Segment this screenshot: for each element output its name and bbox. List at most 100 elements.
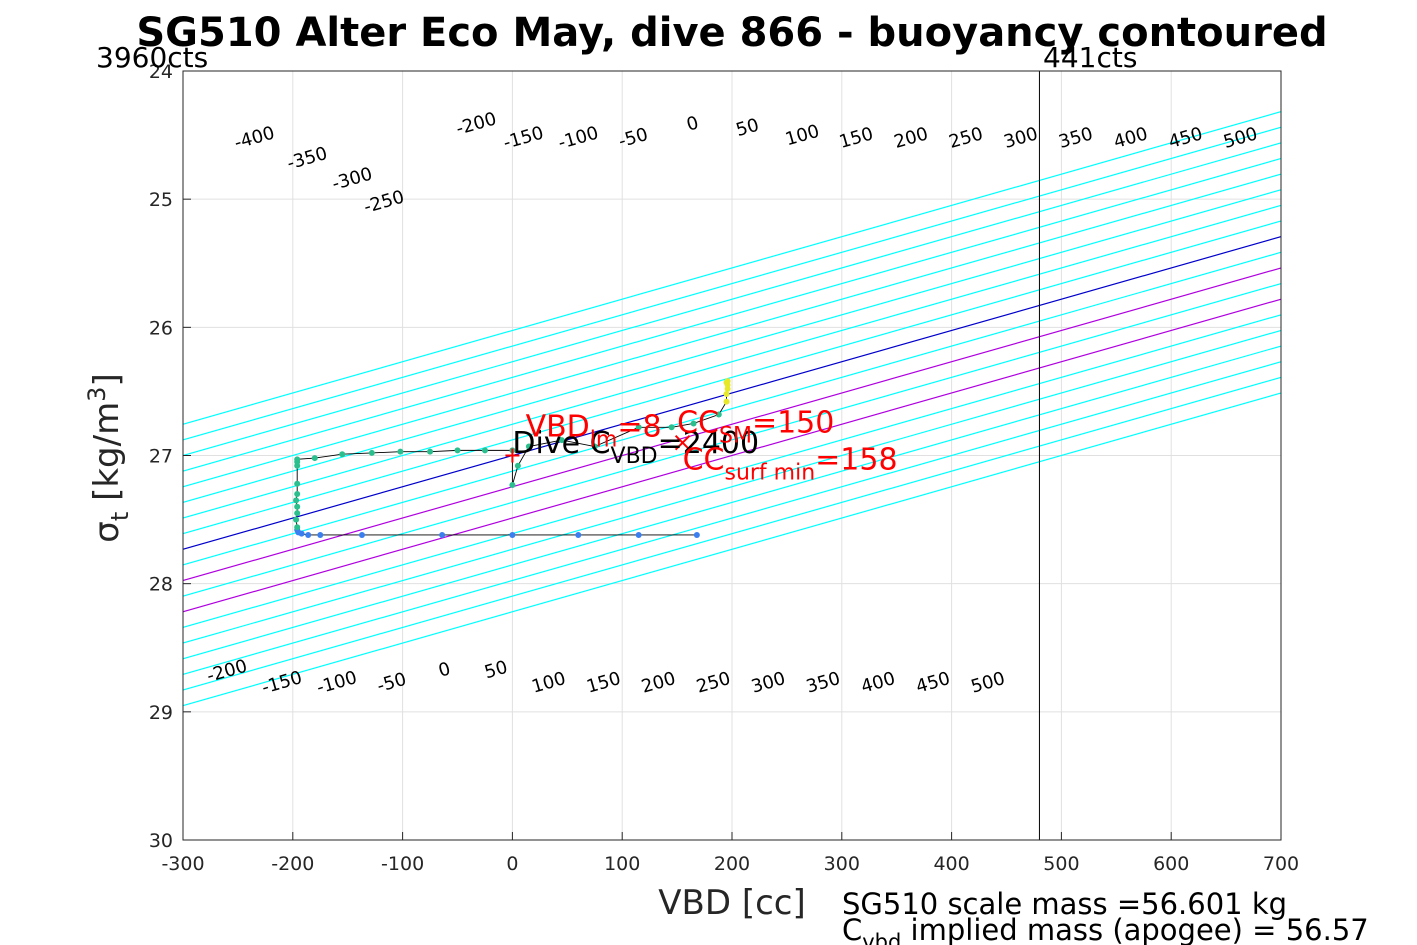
data-point xyxy=(305,531,312,538)
dive-c-vbd-prefix: Dive C xyxy=(512,426,610,461)
dive-c-vbd-suffix: =2400 xyxy=(658,426,759,461)
contour-line xyxy=(183,361,1281,675)
dive-trajectory xyxy=(293,378,731,538)
x-axis-ticks: -300 -200 -100 0 100 200 300 400 500 600 700 xyxy=(161,832,1299,875)
contour-line xyxy=(183,282,1281,597)
contour-line xyxy=(183,189,1281,504)
red-x-marker xyxy=(674,434,691,451)
data-point xyxy=(514,462,521,469)
data-point xyxy=(294,524,301,531)
left-counts-label: 3960cts xyxy=(96,41,208,74)
y-tick-label: 25 xyxy=(149,189,173,211)
buoyancy-contours xyxy=(183,111,1281,707)
y-tick-label: 29 xyxy=(149,702,173,724)
x-tick-label: 0 xyxy=(506,853,518,875)
data-point xyxy=(339,451,346,458)
contour-label-group: 0 xyxy=(436,658,453,681)
data-point xyxy=(591,443,598,450)
y-tick-label: 27 xyxy=(149,446,173,468)
annotations: Dive CVBD=2400 VBDlm=8 CCSM=150 CCsurf m… xyxy=(512,405,897,485)
cc-surf-min-suffix: =158 xyxy=(815,443,897,478)
contour-line xyxy=(183,173,1281,488)
y-axis-ticks: 24 25 26 27 28 29 30 xyxy=(149,61,191,852)
data-point xyxy=(635,531,642,538)
y-axis-label-sigma: σ xyxy=(87,521,127,543)
x-tick-label: 700 xyxy=(1263,853,1299,875)
dive-c-vbd-annotation: Dive CVBD=2400 xyxy=(512,426,759,469)
data-point xyxy=(575,531,582,538)
contour-label: 0 xyxy=(684,112,701,135)
contour-line xyxy=(183,126,1281,441)
data-point xyxy=(293,516,300,523)
x-axis-label: VBD [cc] xyxy=(658,883,806,923)
y-tick-label: 28 xyxy=(149,574,173,596)
contour-line xyxy=(183,329,1281,644)
data-point xyxy=(481,447,488,454)
y-tick-label: 30 xyxy=(149,830,173,852)
contour-line xyxy=(183,251,1281,566)
data-point xyxy=(693,531,700,538)
cc-surf-min-sub: surf min xyxy=(724,461,815,486)
contour-line xyxy=(183,220,1281,535)
vbd-lm-sub: lm xyxy=(590,427,618,452)
x-tick-label: 200 xyxy=(714,853,750,875)
contour-line xyxy=(183,204,1281,519)
data-point xyxy=(397,448,404,455)
x-tick-label: 300 xyxy=(824,853,860,875)
vbd-lm-annotation: VBDlm=8 xyxy=(526,409,662,452)
data-point xyxy=(358,531,365,538)
x-tick-label: 100 xyxy=(604,853,640,875)
data-point xyxy=(690,420,697,427)
right-counts-label: 441cts xyxy=(1043,41,1137,74)
dive-c-vbd-sub: VBD xyxy=(611,444,658,469)
contour-line xyxy=(183,157,1281,472)
footer-implied-mass: Cvbd implied mass (apogee) = 56.57 xyxy=(842,913,1369,945)
data-point xyxy=(454,447,461,454)
y-axis-label-sup: 3 xyxy=(83,387,111,402)
x-tick-label: -200 xyxy=(271,853,314,875)
footer-scale-mass: SG510 scale mass =56.601 kg xyxy=(842,887,1287,921)
x-tick-label: -100 xyxy=(381,853,424,875)
y-axis-label-unit: [kg/m xyxy=(87,402,127,512)
contour-label: 0 xyxy=(436,658,453,681)
contour-line xyxy=(183,111,1281,425)
x-tick-label: 600 xyxy=(1153,853,1189,875)
data-point xyxy=(317,531,324,538)
footer-implied-mass-prefix: C xyxy=(842,913,862,945)
plot-area: -400-350-300-250-200 -150 -100 -50 0 50 100 150… xyxy=(182,70,1282,841)
y-tick-label: 26 xyxy=(149,317,173,339)
cc-sm-sub: SM xyxy=(719,423,752,448)
data-point xyxy=(525,443,532,450)
data-point xyxy=(294,490,301,497)
chart-title: SG510 Alter Eco May, dive 866 - buoyancy… xyxy=(136,10,1327,56)
data-point xyxy=(715,411,722,418)
cc-surf-min-prefix: CC xyxy=(683,443,725,478)
cc-sm-prefix: CC xyxy=(677,405,719,440)
contour-line xyxy=(183,376,1281,691)
contour-line xyxy=(183,267,1281,582)
data-point xyxy=(439,531,446,538)
y-axis-label: σt [kg/m3] xyxy=(83,373,134,542)
contour-line xyxy=(183,298,1281,613)
red-markers xyxy=(505,434,691,463)
cc-surf-min-annotation: CCsurf min=158 xyxy=(683,443,898,486)
data-point xyxy=(294,503,301,510)
data-point xyxy=(294,510,301,517)
contour-line xyxy=(183,392,1281,707)
data-point xyxy=(723,390,730,397)
y-tick-label: 24 xyxy=(149,61,173,83)
data-point xyxy=(509,531,516,538)
footer-implied-mass-sub: vbd xyxy=(862,930,901,945)
contour-line xyxy=(183,345,1281,660)
cc-sm-suffix: =150 xyxy=(752,405,834,440)
contour-label-group: 0 xyxy=(684,112,701,135)
cc-sm-annotation: CCSM=150 xyxy=(677,405,834,448)
data-point xyxy=(723,398,730,405)
x-tick-label: -300 xyxy=(161,853,204,875)
data-point xyxy=(668,424,675,431)
x-tick-label: 500 xyxy=(1043,853,1079,875)
contour-line xyxy=(183,142,1281,457)
data-point xyxy=(293,497,300,504)
data-point xyxy=(427,448,434,455)
